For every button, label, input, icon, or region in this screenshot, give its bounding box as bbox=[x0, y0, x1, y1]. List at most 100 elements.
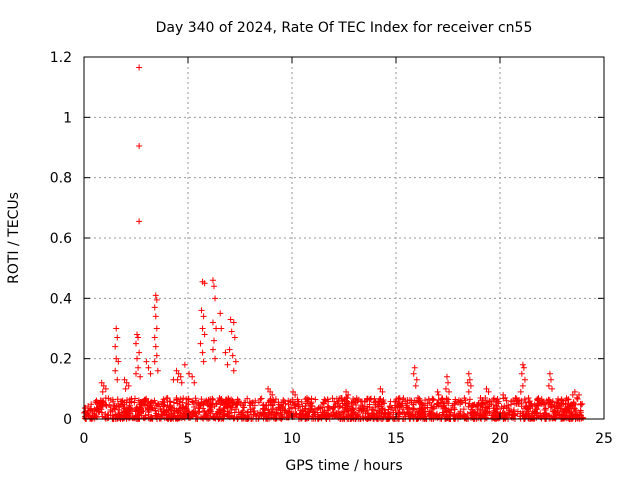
baseline-point bbox=[549, 398, 556, 405]
data-point bbox=[227, 316, 234, 323]
baseline-point bbox=[270, 405, 277, 412]
data-point bbox=[411, 364, 418, 371]
data-point bbox=[98, 379, 105, 386]
baseline-point bbox=[190, 399, 197, 406]
data-point bbox=[218, 325, 225, 332]
baseline-point bbox=[227, 402, 234, 409]
baseline-point bbox=[554, 399, 561, 406]
data-point bbox=[137, 373, 144, 380]
baseline-point bbox=[236, 398, 243, 405]
baseline-point bbox=[461, 395, 468, 402]
baseline-point bbox=[293, 410, 300, 417]
baseline-point bbox=[335, 408, 342, 415]
baseline-point bbox=[131, 399, 138, 406]
data-point bbox=[153, 325, 160, 332]
data-point bbox=[412, 382, 419, 389]
data-point bbox=[445, 379, 451, 386]
baseline-point bbox=[195, 409, 202, 416]
baseline-point bbox=[167, 403, 174, 410]
baseline-point bbox=[335, 398, 342, 405]
data-point bbox=[178, 379, 185, 386]
baseline-point bbox=[235, 409, 242, 416]
baseline-point bbox=[189, 398, 196, 405]
baseline-point bbox=[88, 401, 95, 408]
baseline-point bbox=[428, 402, 435, 409]
baseline-point bbox=[193, 400, 200, 407]
baseline-point bbox=[551, 403, 558, 410]
data-point bbox=[229, 352, 236, 359]
data-point bbox=[153, 352, 160, 359]
baseline-point bbox=[116, 406, 123, 413]
baseline-point bbox=[255, 399, 262, 406]
baseline-point bbox=[363, 407, 370, 414]
baseline-point bbox=[352, 410, 359, 417]
baseline-point bbox=[433, 401, 440, 408]
data-point bbox=[125, 382, 132, 389]
baseline-point bbox=[274, 410, 281, 417]
data-point bbox=[133, 370, 139, 377]
baseline-point bbox=[244, 409, 251, 416]
baseline-point bbox=[323, 410, 330, 417]
baseline-point bbox=[563, 395, 570, 402]
baseline-point bbox=[460, 406, 467, 413]
data-point bbox=[344, 394, 351, 401]
baseline-point bbox=[445, 407, 452, 414]
y-tick-label: 0.8 bbox=[50, 171, 72, 187]
data-point bbox=[576, 391, 583, 398]
baseline-point bbox=[168, 414, 175, 421]
baseline-point bbox=[560, 400, 567, 407]
baseline-point bbox=[379, 398, 386, 405]
baseline-point bbox=[355, 396, 362, 403]
baseline-point bbox=[477, 406, 484, 413]
baseline-point bbox=[559, 415, 566, 422]
y-tick-label: 1.2 bbox=[50, 50, 72, 66]
baseline-point bbox=[107, 397, 114, 404]
baseline-point bbox=[307, 407, 314, 414]
baseline-point bbox=[287, 398, 294, 405]
baseline-point bbox=[142, 412, 149, 419]
data-point bbox=[186, 370, 193, 377]
baseline-point bbox=[392, 398, 399, 405]
baseline-point bbox=[221, 404, 228, 411]
data-point bbox=[265, 385, 272, 392]
baseline-point bbox=[126, 404, 133, 411]
baseline-point bbox=[211, 415, 218, 422]
baseline-point bbox=[151, 397, 158, 404]
baseline-point bbox=[251, 408, 258, 415]
baseline-point bbox=[304, 396, 311, 403]
baseline-point bbox=[142, 397, 149, 404]
baseline-point bbox=[160, 396, 167, 403]
baseline-point bbox=[416, 412, 423, 419]
baseline-point bbox=[288, 410, 295, 417]
data-point bbox=[442, 385, 449, 392]
baseline-point bbox=[579, 400, 586, 407]
baseline-point bbox=[419, 402, 426, 409]
baseline-point bbox=[94, 399, 101, 406]
data-point bbox=[232, 358, 239, 365]
baseline-point bbox=[82, 413, 89, 420]
data-point bbox=[170, 376, 177, 383]
baseline-point bbox=[183, 396, 190, 403]
baseline-point bbox=[528, 415, 535, 422]
data-point bbox=[519, 361, 526, 368]
data-point bbox=[467, 382, 474, 389]
baseline-point bbox=[360, 408, 367, 415]
baseline-point bbox=[464, 410, 471, 417]
baseline-point bbox=[312, 396, 319, 403]
data-point bbox=[151, 358, 158, 365]
baseline-point bbox=[238, 414, 245, 421]
baseline-point bbox=[163, 406, 170, 413]
baseline-point bbox=[87, 415, 94, 422]
data-point bbox=[114, 334, 121, 341]
baseline-point bbox=[348, 415, 355, 422]
data-point bbox=[464, 379, 471, 386]
baseline-point bbox=[163, 395, 170, 402]
baseline-point bbox=[185, 414, 192, 421]
data-point bbox=[199, 325, 206, 332]
baseline-point bbox=[171, 408, 178, 415]
baseline-point bbox=[442, 405, 449, 412]
baseline-point bbox=[164, 402, 171, 409]
baseline-point bbox=[426, 410, 433, 417]
baseline-point bbox=[371, 414, 378, 421]
data-point bbox=[152, 313, 159, 320]
